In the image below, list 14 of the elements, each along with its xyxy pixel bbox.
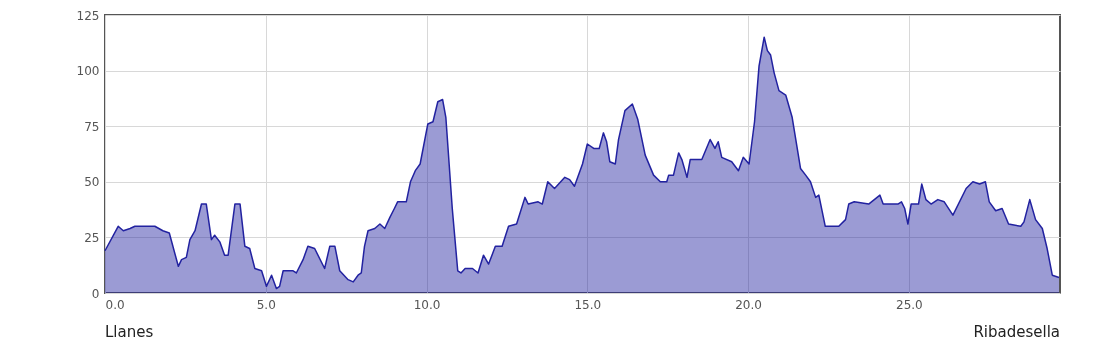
x-tick-label: 15.0 [574,297,602,312]
x-tick-label: 5.0 [256,297,276,312]
y-tick-label: 25 [84,230,100,245]
x-tick-label: 0.0 [105,297,125,312]
x-tick-label: 20.0 [735,297,762,312]
x-tick-label: 25.0 [896,297,923,312]
y-tick-label: 0 [91,286,100,301]
text: Ribadesella [973,323,1060,341]
x-tick-label: 10.0 [413,297,441,312]
y-tick-label: 100 [76,64,100,79]
text: Llanes [105,323,154,341]
y-tick-label: 50 [84,175,100,190]
y-tick-label: 75 [84,119,100,134]
y-tick-label: 125 [76,8,100,23]
